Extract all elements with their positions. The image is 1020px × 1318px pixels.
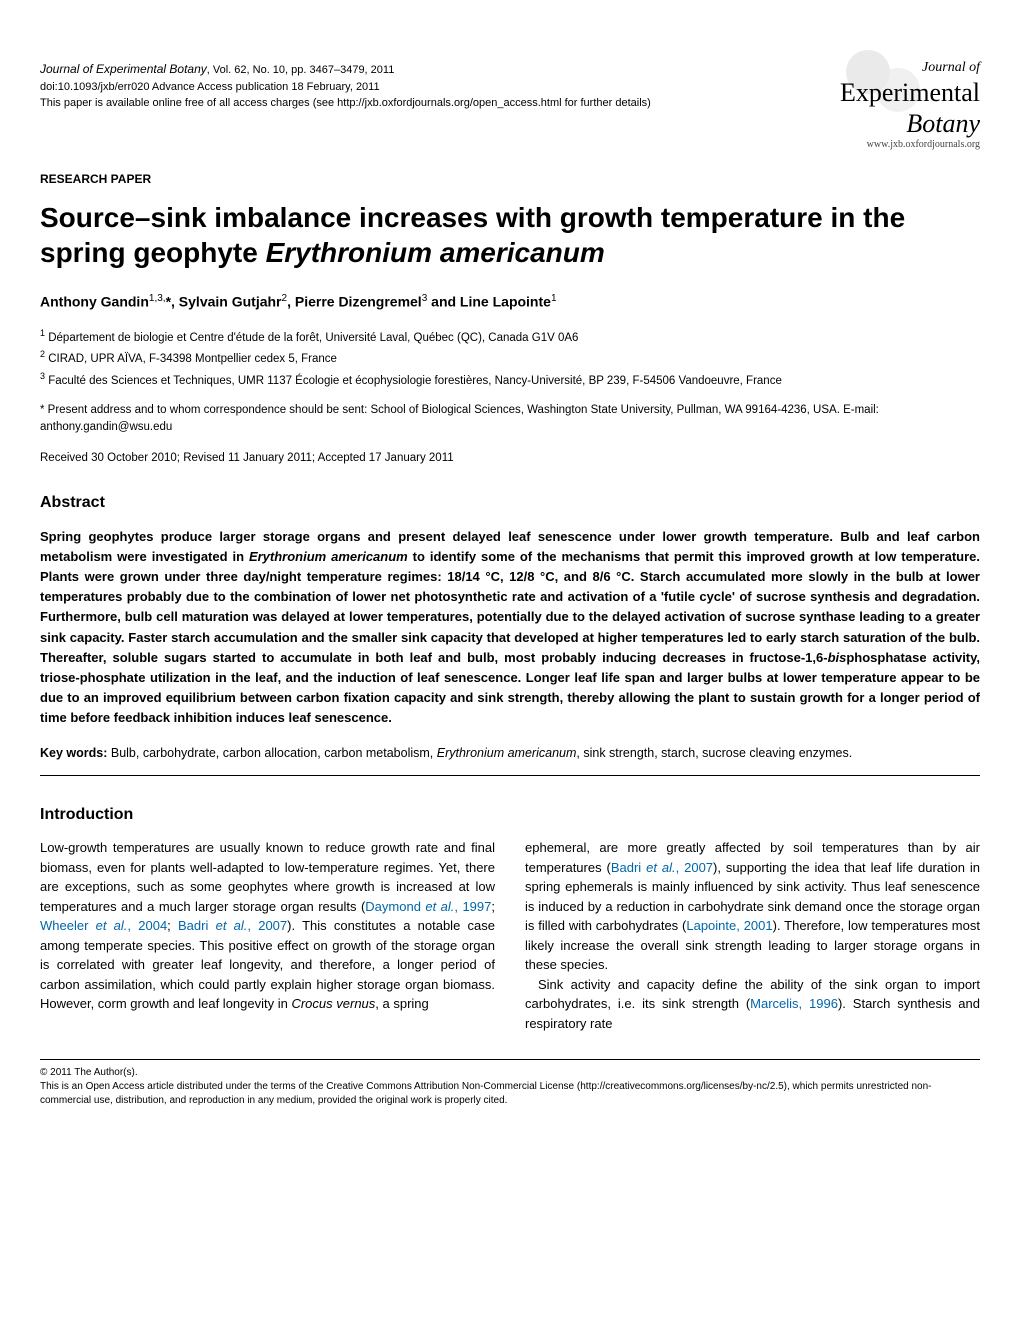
abstract-heading: Abstract	[40, 492, 980, 514]
abstract-text: Spring geophytes produce larger storage …	[40, 527, 980, 728]
logo-line-1: Journal of	[840, 60, 980, 77]
affiliation-1: 1 Département de biologie et Centre d'ét…	[40, 326, 980, 347]
journal-name: Journal of Experimental Botany	[40, 62, 207, 76]
affiliation-3-text: Faculté des Sciences et Techniques, UMR …	[48, 374, 782, 386]
keywords-text: Bulb, carbohydrate, carbon allocation, c…	[107, 746, 852, 760]
keywords: Key words: Bulb, carbohydrate, carbon al…	[40, 744, 980, 763]
correspondence: * Present address and to whom correspond…	[40, 402, 980, 437]
footer: © 2011 The Author(s). This is an Open Ac…	[40, 1059, 980, 1108]
divider	[40, 775, 980, 776]
intro-para-3: Sink activity and capacity define the ab…	[525, 975, 980, 1034]
intro-col-right: ephemeral, are more greatly affected by …	[525, 838, 980, 1033]
footer-license: This is an Open Access article distribut…	[40, 1080, 980, 1108]
intro-para-2: ephemeral, are more greatly affected by …	[525, 838, 980, 975]
journal-logo: Journal of Experimental Botany www.jxb.o…	[840, 60, 980, 151]
affiliation-2: 2 CIRAD, UPR AÏVA, F-34398 Montpellier c…	[40, 347, 980, 368]
article-title: Source–sink imbalance increases with gro…	[40, 200, 980, 270]
affiliation-2-text: CIRAD, UPR AÏVA, F-34398 Montpellier ced…	[48, 353, 337, 365]
journal-citation: Journal of Experimental Botany, Vol. 62,…	[40, 60, 651, 79]
footer-copyright: © 2011 The Author(s).	[40, 1066, 980, 1080]
logo-line-3: Botany	[840, 108, 980, 139]
title-species: Erythronium americanum	[266, 237, 605, 268]
logo-url: www.jxb.oxfordjournals.org	[840, 139, 980, 151]
affiliation-3: 3 Faculté des Sciences et Techniques, UM…	[40, 369, 980, 390]
authors: Anthony Gandin1,3,*, Sylvain Gutjahr2, P…	[40, 292, 980, 312]
article-dates: Received 30 October 2010; Revised 11 Jan…	[40, 450, 980, 466]
section-label: RESEARCH PAPER	[40, 171, 980, 188]
affiliation-1-text: Département de biologie et Centre d'étud…	[48, 332, 578, 344]
intro-col-left: Low-growth temperatures are usually know…	[40, 838, 495, 1033]
keywords-label: Key words:	[40, 746, 107, 760]
intro-columns: Low-growth temperatures are usually know…	[40, 838, 980, 1033]
header-row: Journal of Experimental Botany, Vol. 62,…	[40, 60, 980, 151]
vol-info: , Vol. 62, No. 10, pp. 3467–3479, 2011	[207, 64, 395, 76]
intro-para-1: Low-growth temperatures are usually know…	[40, 838, 495, 1014]
affiliations: 1 Département de biologie et Centre d'ét…	[40, 326, 980, 390]
doi-line: doi:10.1093/jxb/err020 Advance Access pu…	[40, 79, 651, 96]
introduction-heading: Introduction	[40, 804, 980, 826]
logo-line-2: Experimental	[840, 77, 980, 108]
journal-meta: Journal of Experimental Botany, Vol. 62,…	[40, 60, 651, 112]
access-line: This paper is available online free of a…	[40, 95, 651, 112]
